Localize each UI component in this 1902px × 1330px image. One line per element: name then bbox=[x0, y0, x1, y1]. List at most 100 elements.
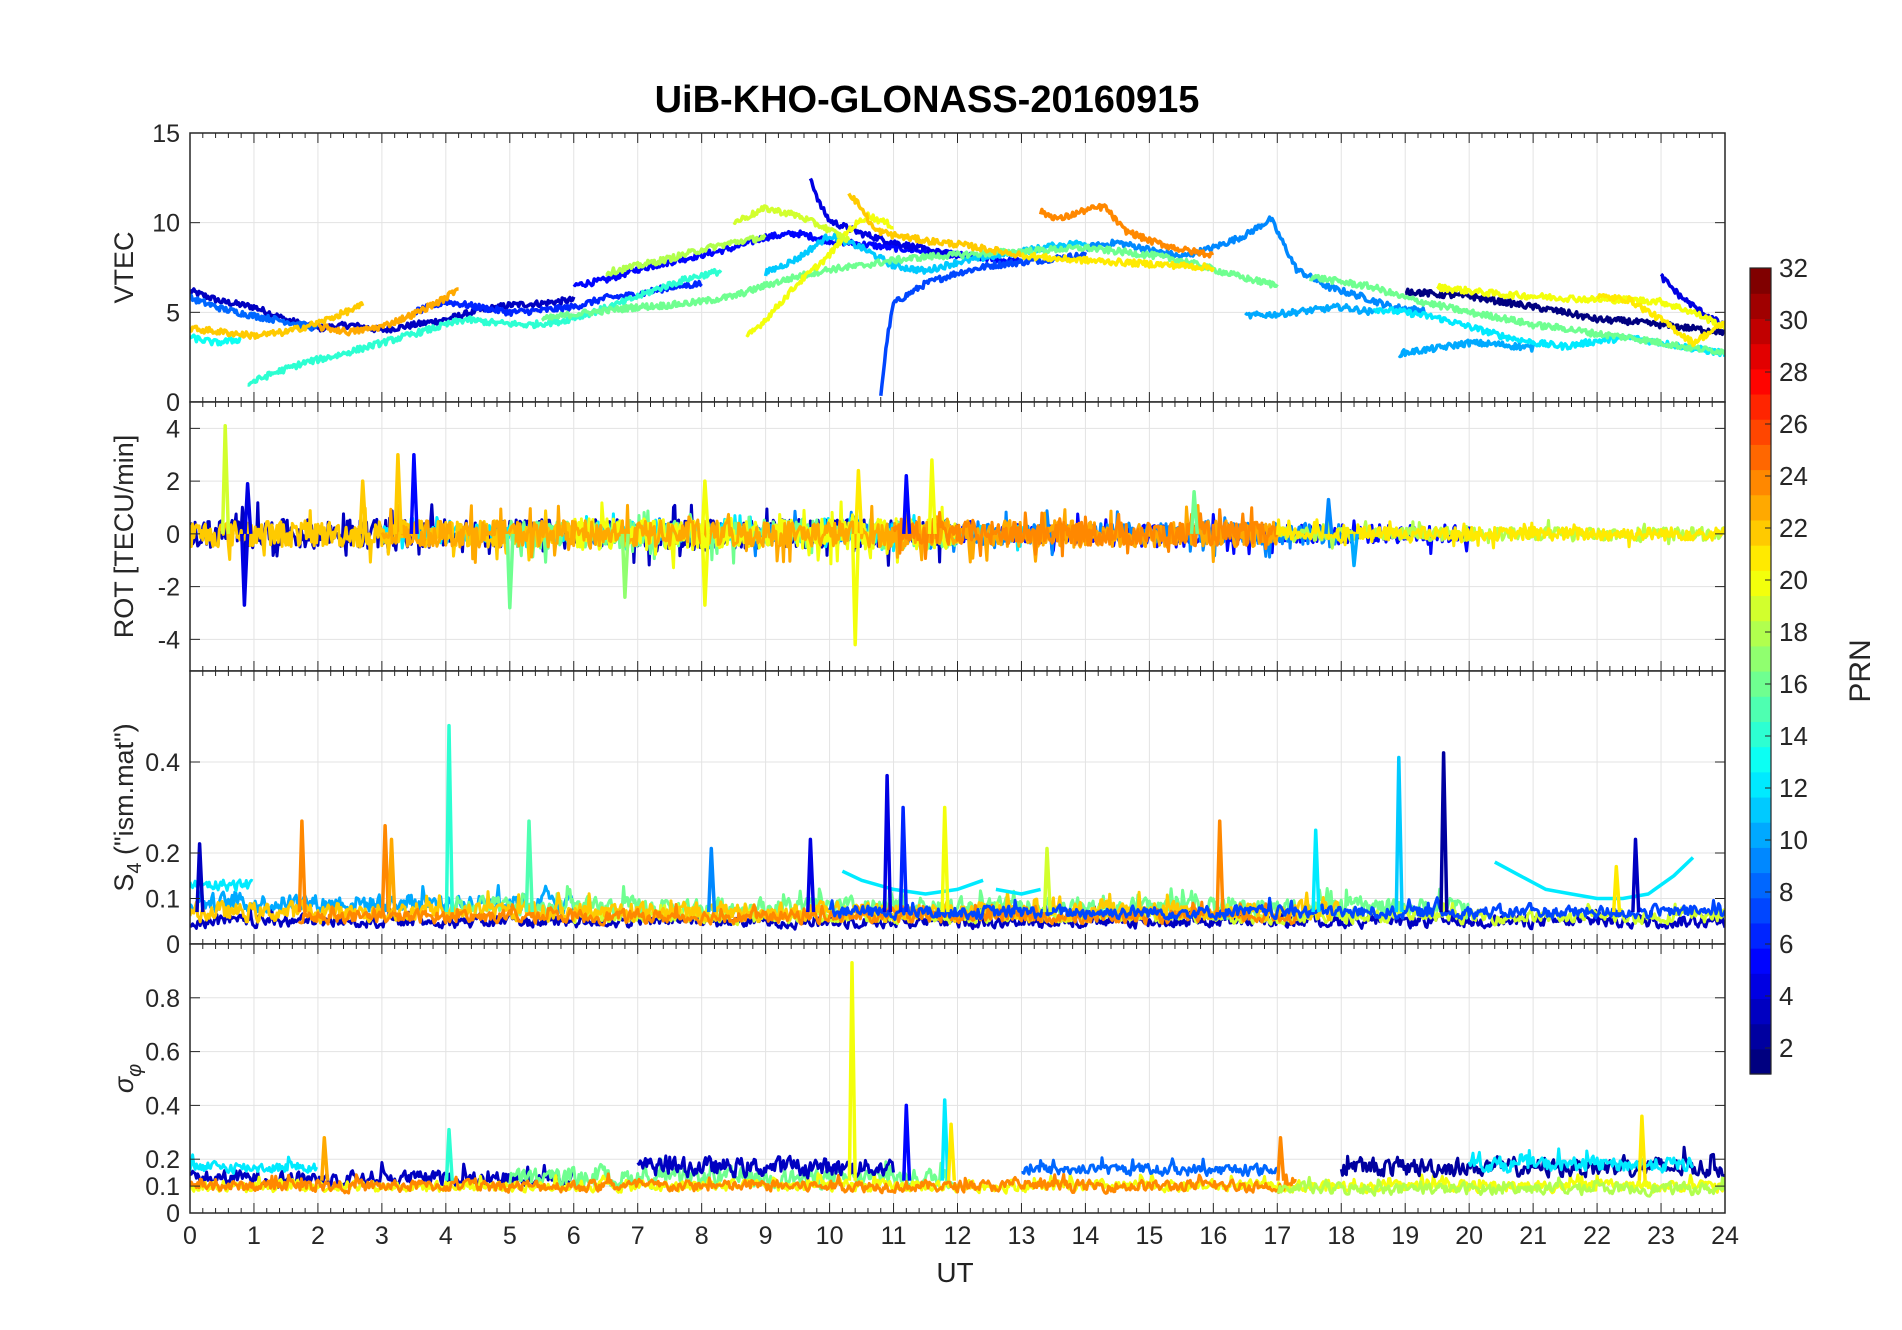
y-axis-label-rot: ROT [TECU/min] bbox=[109, 435, 139, 639]
vtec-series-prn-16-16 bbox=[1308, 273, 1725, 356]
colorbar-segment-prn-28 bbox=[1750, 368, 1771, 395]
curve-prn-12-2 bbox=[995, 887, 1042, 896]
vtec-series-prn-20-18 bbox=[745, 211, 895, 338]
y-tick-labels: 0 0.1 0.2 0.4 bbox=[145, 749, 180, 959]
colorbar-tick-label: 24 bbox=[1779, 461, 1808, 491]
panel-rot: -4 -2 0 2 4 ROT [TECU/min] bbox=[109, 401, 1726, 672]
y-tick-label: 0 bbox=[166, 389, 180, 417]
vtec-series-prn-21-26 bbox=[1596, 293, 1725, 348]
noise-trace-prn-8-6 bbox=[1021, 1156, 1279, 1178]
vtec-series-prn-22-23 bbox=[847, 192, 1022, 259]
spike-prn-20-10 bbox=[940, 805, 950, 913]
spike-prn-5-12 bbox=[902, 474, 912, 534]
y-axis-label-vtec: VTEC bbox=[109, 231, 139, 303]
colorbar-tick-label: 10 bbox=[1779, 825, 1808, 855]
x-tick-label: 21 bbox=[1519, 1222, 1547, 1250]
colorbar-segment-prn-20 bbox=[1750, 570, 1771, 597]
y-tick-labels: -4 -2 0 2 4 bbox=[158, 415, 180, 654]
colorbar-tick-label: 8 bbox=[1779, 877, 1793, 907]
spike-prn-23-4 bbox=[320, 1135, 330, 1181]
series-group bbox=[190, 177, 1725, 396]
vtec-series-prn-10-9 bbox=[1244, 302, 1375, 320]
spike-prn-22-5 bbox=[358, 479, 368, 535]
colorbar-segment-prn-10 bbox=[1750, 822, 1771, 848]
spike-prn-3-16 bbox=[1631, 837, 1641, 913]
x-tick-label: 22 bbox=[1583, 1222, 1611, 1250]
colorbar-tick-label: 26 bbox=[1779, 409, 1808, 439]
spike-prn-23-3 bbox=[387, 837, 397, 913]
spike-prn-5-1 bbox=[902, 1103, 912, 1181]
colorbar-tick-label: 12 bbox=[1779, 773, 1808, 803]
panel-s4: 0 0.1 0.2 0.4S4 ("ism.mat") bbox=[109, 670, 1726, 959]
colorbar-segment-prn-14 bbox=[1750, 721, 1771, 748]
vtec-series-prn-19-19 bbox=[732, 204, 851, 244]
colorbar-segment-prn-5 bbox=[1750, 948, 1771, 974]
colorbar-segment-prn-29 bbox=[1750, 343, 1771, 370]
series-group bbox=[190, 723, 1725, 931]
y-tick-label: 2 bbox=[166, 468, 180, 496]
vtec-series-prn-10-10 bbox=[1397, 338, 1535, 359]
colorbar-segment-prn-21 bbox=[1750, 545, 1771, 571]
x-tick-label: 4 bbox=[439, 1222, 453, 1250]
x-tick-label: 16 bbox=[1199, 1222, 1227, 1250]
spike-prn-11-14 bbox=[1394, 755, 1404, 913]
y-tick-label: -2 bbox=[158, 574, 180, 602]
colorbar-segment-prn-27 bbox=[1750, 393, 1771, 420]
x-tick-label: 3 bbox=[375, 1222, 389, 1250]
vtec-series-prn-4-3 bbox=[808, 177, 959, 260]
spike-prn-12-13 bbox=[1311, 828, 1321, 913]
colorbar-tick-label: 30 bbox=[1779, 305, 1808, 335]
x-tick-label: 7 bbox=[631, 1222, 645, 1250]
colorbar-segment-prn-3 bbox=[1750, 998, 1771, 1025]
colorbar-tick-label: 32 bbox=[1779, 253, 1808, 283]
x-tick-label: 24 bbox=[1711, 1222, 1739, 1250]
spike-prn-24-7 bbox=[1276, 1135, 1286, 1181]
vtec-series-prn-20-20 bbox=[1436, 282, 1725, 330]
x-tick-label: 19 bbox=[1391, 1222, 1419, 1250]
colorbar-segment-prn-24 bbox=[1750, 469, 1771, 496]
colorbar-tick-label: 6 bbox=[1779, 929, 1793, 959]
spike-prn-21-11 bbox=[854, 468, 864, 534]
x-tick-label: 20 bbox=[1455, 1222, 1483, 1250]
x-tick-label: 0 bbox=[183, 1222, 197, 1250]
vtec-series-prn-11-7 bbox=[763, 232, 1087, 277]
y-tick-label: 0 bbox=[166, 521, 180, 549]
y-tick-label: 0.1 bbox=[145, 886, 180, 914]
spike-prn-20-9 bbox=[700, 479, 710, 535]
vtec-series-prn-16-15 bbox=[540, 243, 1279, 322]
colorbar-tick-label: 2 bbox=[1779, 1033, 1793, 1063]
y-tick-label: 0.8 bbox=[145, 985, 180, 1013]
spike-prn-17-7 bbox=[620, 533, 630, 599]
y-tick-label: 0.6 bbox=[145, 1039, 180, 1067]
colorbar-segment-prn-11 bbox=[1750, 796, 1771, 823]
y-tick-label: 0.2 bbox=[145, 840, 180, 868]
curve-prn-12-1 bbox=[1493, 856, 1695, 901]
colorbar-tick-label: 16 bbox=[1779, 669, 1808, 699]
colorbar-segment-prn-30 bbox=[1750, 318, 1771, 345]
vtec-series-prn-21-25 bbox=[1020, 251, 1215, 273]
spike-prn-19-11 bbox=[1042, 846, 1052, 913]
noise-trace-prn-24-9 bbox=[892, 506, 1279, 560]
y-tick-label: -4 bbox=[158, 626, 180, 654]
colorbar-tick-label: 4 bbox=[1779, 981, 1793, 1011]
colorbar-segment-prn-8 bbox=[1750, 872, 1771, 899]
y-tick-label: 0 bbox=[166, 1200, 180, 1228]
vtec-series-prn-9-4 bbox=[1084, 215, 1427, 315]
spike-prn-5-4 bbox=[409, 452, 419, 534]
vtec-series-prn-14-14 bbox=[247, 267, 723, 387]
spike-prn-9-6 bbox=[706, 846, 717, 913]
spike-prn-15-5 bbox=[524, 819, 534, 913]
chart-title: UiB-KHO-GLONASS-20160915 bbox=[655, 79, 1200, 121]
colorbar-segment-prn-15 bbox=[1750, 696, 1771, 722]
spike-prn-14-5 bbox=[444, 1127, 454, 1181]
spike-prn-24-2 bbox=[380, 823, 391, 913]
colorbar-segment-prn-17 bbox=[1750, 645, 1771, 672]
spike-prn-20-0 bbox=[847, 961, 857, 1181]
y-tick-label: 15 bbox=[152, 120, 180, 148]
vtec-series-prn-3-0 bbox=[190, 287, 576, 334]
vtec-series-prn-8-5 bbox=[190, 293, 319, 332]
x-tick-label: 2 bbox=[311, 1222, 325, 1250]
